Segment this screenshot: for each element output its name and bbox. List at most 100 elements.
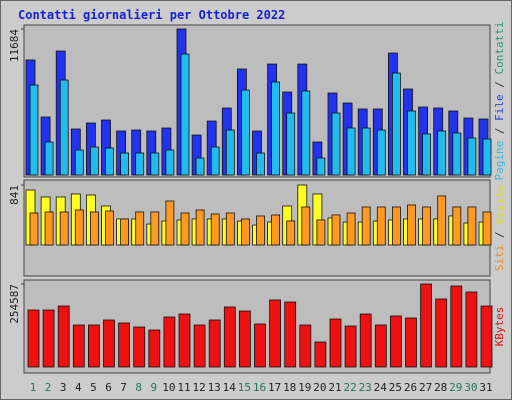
chart-title: Contatti giornalieri per Ottobre 2022	[18, 8, 285, 22]
bar	[482, 211, 492, 246]
bar	[344, 325, 357, 368]
x-tick-label: 5	[90, 381, 97, 394]
bar	[42, 309, 55, 368]
bar	[405, 317, 417, 368]
bar	[422, 133, 432, 176]
x-tick-label: 10	[162, 381, 175, 394]
x-tick-label: 20	[313, 381, 326, 394]
y-tick-label: 841	[8, 185, 21, 205]
bar	[195, 209, 205, 246]
x-tick-label: 7	[120, 381, 127, 394]
bar	[359, 313, 372, 368]
bar	[254, 323, 266, 368]
bar	[240, 89, 250, 176]
bar	[452, 132, 462, 176]
x-tick-label: 13	[208, 381, 221, 394]
bar	[105, 210, 114, 246]
bar	[420, 283, 433, 368]
x-tick-label: 25	[389, 381, 402, 394]
bar	[437, 130, 447, 176]
bar	[210, 146, 220, 176]
bar	[225, 129, 235, 176]
bar	[435, 298, 448, 368]
bar	[208, 319, 221, 368]
x-tick-label: 16	[253, 381, 266, 394]
bar	[88, 324, 100, 368]
bar	[256, 215, 265, 246]
bar	[29, 84, 39, 176]
bar	[329, 318, 342, 368]
legend-entry: Visite	[493, 185, 506, 225]
x-tick-label: 26	[404, 381, 417, 394]
x-tick-label: 21	[328, 381, 341, 394]
x-tick-label: 12	[192, 381, 205, 394]
x-tick-label: 1	[30, 381, 37, 394]
x-tick-label: 27	[419, 381, 432, 394]
bar	[467, 206, 477, 246]
x-tick-label: 9	[150, 381, 157, 394]
bar	[150, 211, 160, 246]
bar	[148, 329, 161, 368]
bar	[452, 206, 462, 246]
bar	[225, 212, 235, 246]
bar	[361, 127, 371, 176]
bar	[74, 149, 84, 176]
bar	[316, 157, 326, 176]
legend-entry: Contatti	[493, 22, 506, 75]
legend-entry: /	[493, 121, 506, 141]
bar	[105, 147, 114, 176]
bar	[331, 112, 341, 176]
x-tick-label: 17	[268, 381, 281, 394]
y-tick-label: 11684	[8, 29, 21, 62]
bar	[57, 305, 70, 368]
bar	[301, 90, 311, 176]
bar	[118, 322, 130, 368]
bar	[376, 206, 386, 246]
x-tick-label: 18	[283, 381, 296, 394]
x-tick-label: 14	[223, 381, 237, 394]
x-tick-label: 11	[177, 381, 190, 394]
bar	[165, 149, 175, 176]
legend-entry: /	[493, 225, 506, 245]
bar	[238, 310, 251, 368]
bar	[284, 301, 297, 368]
bar	[389, 315, 402, 368]
bar	[271, 81, 281, 176]
legend-entry: /	[493, 74, 506, 94]
bar	[301, 206, 311, 246]
bar	[180, 212, 190, 246]
bar	[361, 206, 371, 246]
bar	[331, 214, 341, 246]
bar	[165, 200, 175, 246]
bar	[465, 291, 478, 368]
bar	[407, 110, 416, 176]
x-tick-label: 19	[298, 381, 311, 394]
bar	[271, 214, 281, 246]
bar	[195, 157, 205, 176]
legend-entry: KBytes	[493, 307, 506, 347]
bar	[135, 211, 145, 246]
bar	[391, 72, 401, 176]
bar	[72, 324, 85, 368]
bar	[178, 313, 191, 368]
bar	[316, 219, 326, 246]
bar	[467, 137, 477, 176]
bar	[223, 306, 236, 368]
bar	[286, 220, 296, 246]
bar	[240, 218, 250, 246]
bar	[482, 138, 492, 176]
bar	[59, 211, 69, 246]
bar	[391, 206, 401, 246]
legend: KBytes	[493, 307, 506, 347]
bar	[314, 341, 327, 368]
bar	[193, 324, 206, 368]
bar	[120, 218, 129, 246]
bar	[422, 206, 432, 246]
bar	[299, 324, 312, 368]
bar	[376, 129, 386, 176]
bar	[59, 79, 69, 176]
bar	[480, 305, 493, 368]
legend: Pagine / File / Contatti	[493, 22, 506, 181]
bar	[210, 213, 220, 246]
